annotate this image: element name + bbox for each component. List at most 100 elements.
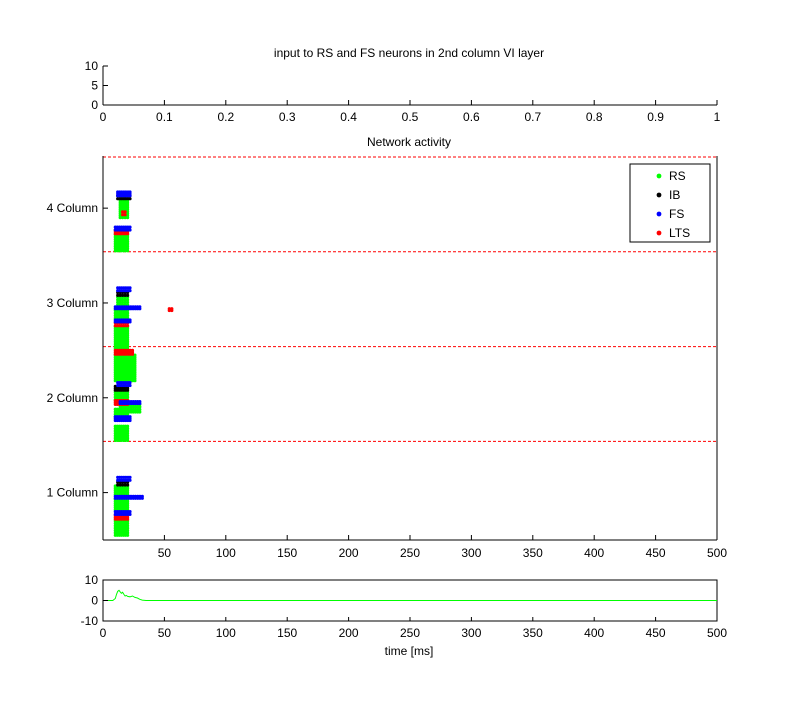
spike-point bbox=[126, 344, 130, 348]
spike-point bbox=[118, 401, 122, 406]
spike-cluster-fs bbox=[113, 318, 132, 324]
field-x-tick-label: 350 bbox=[523, 626, 543, 640]
spike-point bbox=[126, 427, 130, 431]
spike-point bbox=[130, 352, 135, 356]
spike-point bbox=[118, 362, 122, 366]
legend-marker-lts bbox=[656, 230, 662, 236]
spike-point bbox=[118, 483, 122, 487]
spike-point bbox=[118, 405, 122, 409]
spike-point bbox=[121, 213, 125, 217]
spike-point bbox=[126, 528, 130, 533]
spike-point bbox=[128, 510, 132, 514]
spike-point bbox=[118, 300, 122, 304]
spike-point bbox=[121, 298, 125, 302]
legend-label-rs: RS bbox=[669, 169, 686, 183]
spike-point bbox=[121, 210, 125, 214]
spike-point bbox=[122, 368, 126, 372]
spike-point bbox=[116, 483, 120, 487]
network-x-tick-label: 100 bbox=[216, 546, 236, 560]
spike-point bbox=[126, 521, 130, 526]
spike-point bbox=[126, 431, 130, 435]
spike-point bbox=[116, 298, 120, 302]
network-x-tick-label: 400 bbox=[584, 546, 604, 560]
spike-point bbox=[126, 237, 130, 241]
spike-point bbox=[126, 531, 130, 535]
spike-point bbox=[167, 308, 171, 313]
field-x-tick-label: 250 bbox=[400, 626, 420, 640]
field-x-tick-label: 50 bbox=[158, 626, 172, 640]
spike-point bbox=[129, 407, 133, 412]
spike-point bbox=[128, 289, 132, 293]
spike-point bbox=[126, 300, 130, 304]
spike-point bbox=[133, 379, 137, 383]
spike-point bbox=[131, 368, 135, 372]
spike-point bbox=[128, 475, 132, 479]
spike-point bbox=[115, 307, 120, 311]
spike-point bbox=[128, 194, 132, 198]
spike-point bbox=[138, 307, 142, 311]
spike-cluster-rs bbox=[113, 353, 137, 383]
spike-point bbox=[120, 407, 124, 412]
spike-cluster-lts bbox=[167, 307, 174, 313]
spike-point bbox=[124, 374, 128, 378]
spike-point bbox=[126, 235, 130, 239]
spike-cluster-fs bbox=[118, 400, 142, 406]
spike-point bbox=[136, 496, 140, 500]
input-y-tick-label: 0 bbox=[91, 98, 98, 112]
spike-cluster-lts bbox=[113, 348, 135, 356]
spike-point bbox=[127, 410, 131, 414]
spike-point bbox=[131, 307, 135, 311]
spike-point bbox=[122, 307, 126, 311]
spike-point bbox=[126, 293, 130, 297]
network-x-tick-label: 300 bbox=[461, 546, 481, 560]
spike-point bbox=[128, 320, 132, 324]
spike-point bbox=[126, 311, 130, 315]
spike-point bbox=[133, 407, 138, 412]
spike-point bbox=[129, 410, 133, 414]
spike-point bbox=[121, 216, 125, 220]
spike-point bbox=[122, 362, 126, 366]
spike-point bbox=[128, 352, 132, 356]
spike-point bbox=[126, 216, 130, 220]
spike-point bbox=[123, 293, 127, 297]
spike-point bbox=[120, 401, 124, 406]
spike-point bbox=[121, 300, 125, 304]
spike-point bbox=[127, 307, 131, 311]
spike-point bbox=[125, 401, 129, 406]
spike-point bbox=[129, 307, 133, 311]
spike-point bbox=[126, 342, 130, 346]
spike-point bbox=[123, 298, 127, 302]
spike-point bbox=[126, 483, 130, 487]
spike-point bbox=[124, 352, 128, 356]
input-x-tick-label: 0 bbox=[100, 110, 107, 124]
spike-point bbox=[129, 401, 133, 406]
spike-point bbox=[133, 355, 137, 359]
spike-cluster-rs bbox=[113, 424, 130, 442]
spike-point bbox=[125, 405, 129, 409]
spike-point bbox=[126, 388, 130, 392]
spike-cluster-rs bbox=[113, 519, 130, 537]
spike-point bbox=[129, 496, 133, 500]
spike-point bbox=[113, 379, 117, 383]
spike-point bbox=[126, 424, 130, 428]
spike-point bbox=[133, 410, 138, 414]
field-x-tick-label: 500 bbox=[707, 626, 727, 640]
spike-point bbox=[118, 307, 122, 311]
spike-point bbox=[118, 410, 122, 414]
spike-point bbox=[124, 368, 128, 372]
field-x-label: time [ms] bbox=[385, 644, 434, 658]
spike-point bbox=[131, 401, 135, 406]
spike-point bbox=[124, 496, 129, 500]
input-x-tick-label: 0.1 bbox=[156, 110, 173, 124]
spike-point bbox=[128, 418, 132, 423]
spike-point bbox=[131, 362, 135, 366]
spike-point bbox=[128, 225, 132, 229]
input-x-tick-label: 0.2 bbox=[217, 110, 234, 124]
spike-point bbox=[131, 374, 135, 378]
field-x-tick-label: 0 bbox=[100, 626, 107, 640]
spike-point bbox=[126, 429, 130, 433]
spike-point bbox=[128, 197, 132, 201]
spike-cluster-rs bbox=[113, 497, 130, 512]
